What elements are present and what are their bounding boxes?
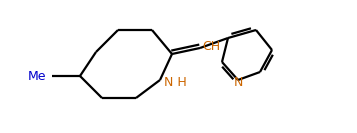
Text: CH: CH	[202, 40, 220, 53]
Text: N H: N H	[164, 76, 187, 88]
Text: Me: Me	[27, 70, 46, 82]
Text: N: N	[233, 76, 243, 88]
